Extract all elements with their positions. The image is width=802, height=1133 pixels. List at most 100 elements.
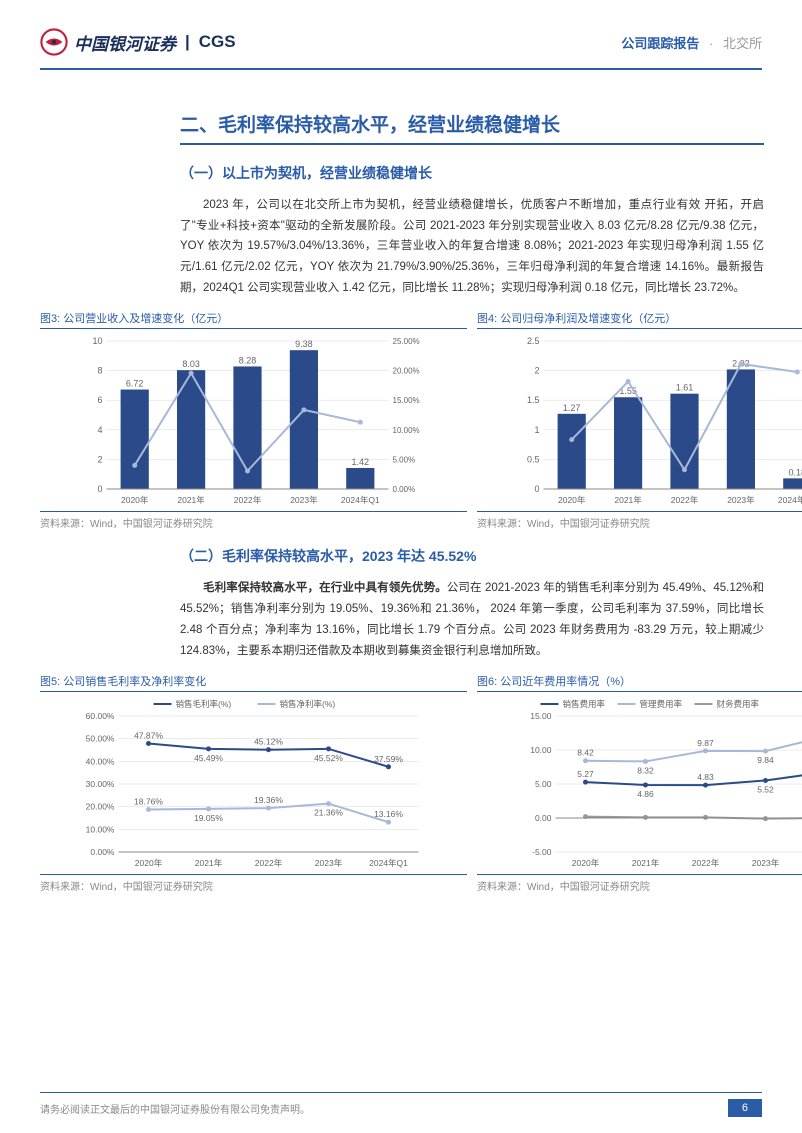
logo: 中国银河证券 | CGS [40,28,236,56]
svg-text:2: 2 [97,455,102,465]
svg-text:2024年Q1: 2024年Q1 [341,495,380,505]
svg-text:销售费用率: 销售费用率 [563,699,606,709]
svg-text:0: 0 [97,484,102,494]
svg-text:2021年: 2021年 [177,495,205,505]
svg-text:0.00%: 0.00% [90,847,115,857]
svg-text:8.32: 8.32 [637,766,654,776]
svg-text:10: 10 [92,336,102,346]
svg-text:60.00%: 60.00% [86,711,115,721]
svg-text:管理费用率: 管理费用率 [640,699,683,709]
header-dot: · [709,36,713,51]
svg-text:2023年: 2023年 [727,495,755,505]
section-2-title: 二、毛利率保持较高水平，经营业绩稳健增长 [180,110,764,137]
chart-4-title: 图4: 公司归母净利润及增速变化（亿元） [477,308,802,329]
svg-text:财务费用率: 财务费用率 [717,699,760,709]
galaxy-logo-icon [40,28,68,56]
logo-text-en: CGS [199,32,236,52]
svg-text:13.16%: 13.16% [374,809,403,819]
svg-text:8: 8 [97,366,102,376]
svg-text:8.42: 8.42 [577,748,594,758]
svg-text:15.00: 15.00 [530,711,552,721]
chart-5-box: 图5: 公司销售毛利率及净利率变化 销售毛利率(%)销售净利率(%)0.00%1… [40,671,467,893]
chart-4-svg: 00.511.522.50.00%5.00%10.00%15.00%20.00%… [477,331,802,511]
svg-text:5.00%: 5.00% [393,456,416,465]
svg-text:9.84: 9.84 [757,755,774,765]
svg-text:50.00%: 50.00% [86,734,115,744]
svg-text:6: 6 [97,396,102,406]
svg-text:4: 4 [97,425,102,435]
svg-text:2.5: 2.5 [527,336,540,346]
chart-3-source: 资料来源：Wind，中国银河证券研究院 [40,511,467,530]
chart-4-box: 图4: 公司归母净利润及增速变化（亿元） 00.511.522.50.00%5.… [477,308,802,530]
svg-text:47.87%: 47.87% [134,731,163,741]
svg-text:2020年: 2020年 [121,495,149,505]
svg-text:8.03: 8.03 [182,360,200,370]
svg-text:1.61: 1.61 [676,383,694,393]
chart-3-title: 图3: 公司营业收入及增速变化（亿元） [40,308,467,329]
logo-divider: | [185,32,190,52]
svg-text:2021年: 2021年 [632,858,660,868]
svg-text:2021年: 2021年 [195,858,223,868]
svg-text:10.00: 10.00 [530,745,552,755]
svg-text:5.52: 5.52 [757,785,774,795]
svg-text:2024年Q1: 2024年Q1 [778,495,802,505]
chart-6-svg: 销售费用率 管理费用率 财务费用率 -5.00 0.00 5.00 10.00 15.00 20… [477,694,802,874]
svg-text:45.52%: 45.52% [314,753,343,763]
svg-text:2023年: 2023年 [290,495,318,505]
charts-row-2: 图5: 公司销售毛利率及净利率变化 销售毛利率(%)销售净利率(%)0.00%1… [40,671,802,893]
svg-text:21.36%: 21.36% [314,808,343,818]
chart-4-source: 资料来源：Wind，中国银河证券研究院 [477,511,802,530]
svg-text:0: 0 [534,484,539,494]
svg-text:1.27: 1.27 [563,403,581,413]
disclaimer-text: 请务必阅读正文最后的中国银河证券股份有限公司免责声明。 [40,1101,310,1116]
svg-text:2020年: 2020年 [135,858,163,868]
subsection-2-title: （二）毛利率保持较高水平，2023 年达 45.52% [180,546,764,566]
svg-text:-5.00: -5.00 [532,847,552,857]
svg-text:1: 1 [534,425,539,435]
svg-text:2022年: 2022年 [671,495,699,505]
svg-text:2023年: 2023年 [752,858,780,868]
svg-text:20.00%: 20.00% [86,802,115,812]
logo-text-cn: 中国银河证券 [74,30,176,55]
subsection-1-title: （一）以上市为契机，经营业绩稳健增长 [180,163,764,183]
svg-text:2020年: 2020年 [558,495,586,505]
svg-text:销售净利率(%): 销售净利率(%) [280,699,336,709]
svg-text:15.00%: 15.00% [393,397,420,406]
svg-text:2022年: 2022年 [255,858,283,868]
svg-text:10.00%: 10.00% [86,825,115,835]
svg-text:2020年: 2020年 [572,858,600,868]
page-header: 中国银河证券 | CGS 公司跟踪报告 · 北交所 [0,0,802,68]
svg-text:2021年: 2021年 [614,495,642,505]
chart-6-box: 图6: 公司近年费用率情况（%） 销售费用率管理费用率财务费用率-5.000.0… [477,671,802,893]
svg-text:4.83: 4.83 [697,772,714,782]
svg-text:1.42: 1.42 [352,457,370,467]
footer-line [40,1092,762,1093]
svg-text:1.5: 1.5 [527,396,540,406]
svg-text:20.00%: 20.00% [393,367,420,376]
svg-text:37.59%: 37.59% [374,754,403,764]
svg-text:9.87: 9.87 [697,738,714,748]
svg-text:5.00: 5.00 [535,779,552,789]
svg-text:2022年: 2022年 [692,858,720,868]
chart-5-svg: 销售毛利率(%)销售净利率(%)0.00%10.00%20.00%30.00%4… [40,694,467,874]
svg-text:2022年: 2022年 [234,495,262,505]
svg-text:10.00%: 10.00% [393,426,420,435]
section-2-underline [180,143,764,145]
chart-3-svg: 02468100.00%5.00%10.00%15.00%20.00%25.00… [40,331,467,511]
svg-text:25.00%: 25.00% [393,337,420,346]
chart-3-box: 图3: 公司营业收入及增速变化（亿元） 02468100.00%5.00%10.… [40,308,467,530]
page-number: 6 [728,1099,762,1117]
svg-text:2: 2 [534,366,539,376]
svg-text:30.00%: 30.00% [86,779,115,789]
svg-text:8.28: 8.28 [239,356,257,366]
svg-text:18.76%: 18.76% [134,797,163,807]
svg-text:0.00: 0.00 [535,813,552,823]
chart-6-source: 资料来源：Wind，中国银河证券研究院 [477,874,802,893]
chart-5-title: 图5: 公司销售毛利率及净利率变化 [40,671,467,692]
report-type: 公司跟踪报告 [621,36,699,51]
svg-text:45.49%: 45.49% [194,753,223,763]
svg-text:19.36%: 19.36% [254,795,283,805]
svg-text:6.72: 6.72 [126,379,144,389]
svg-text:5.27: 5.27 [577,769,594,779]
svg-text:19.05%: 19.05% [194,813,223,823]
